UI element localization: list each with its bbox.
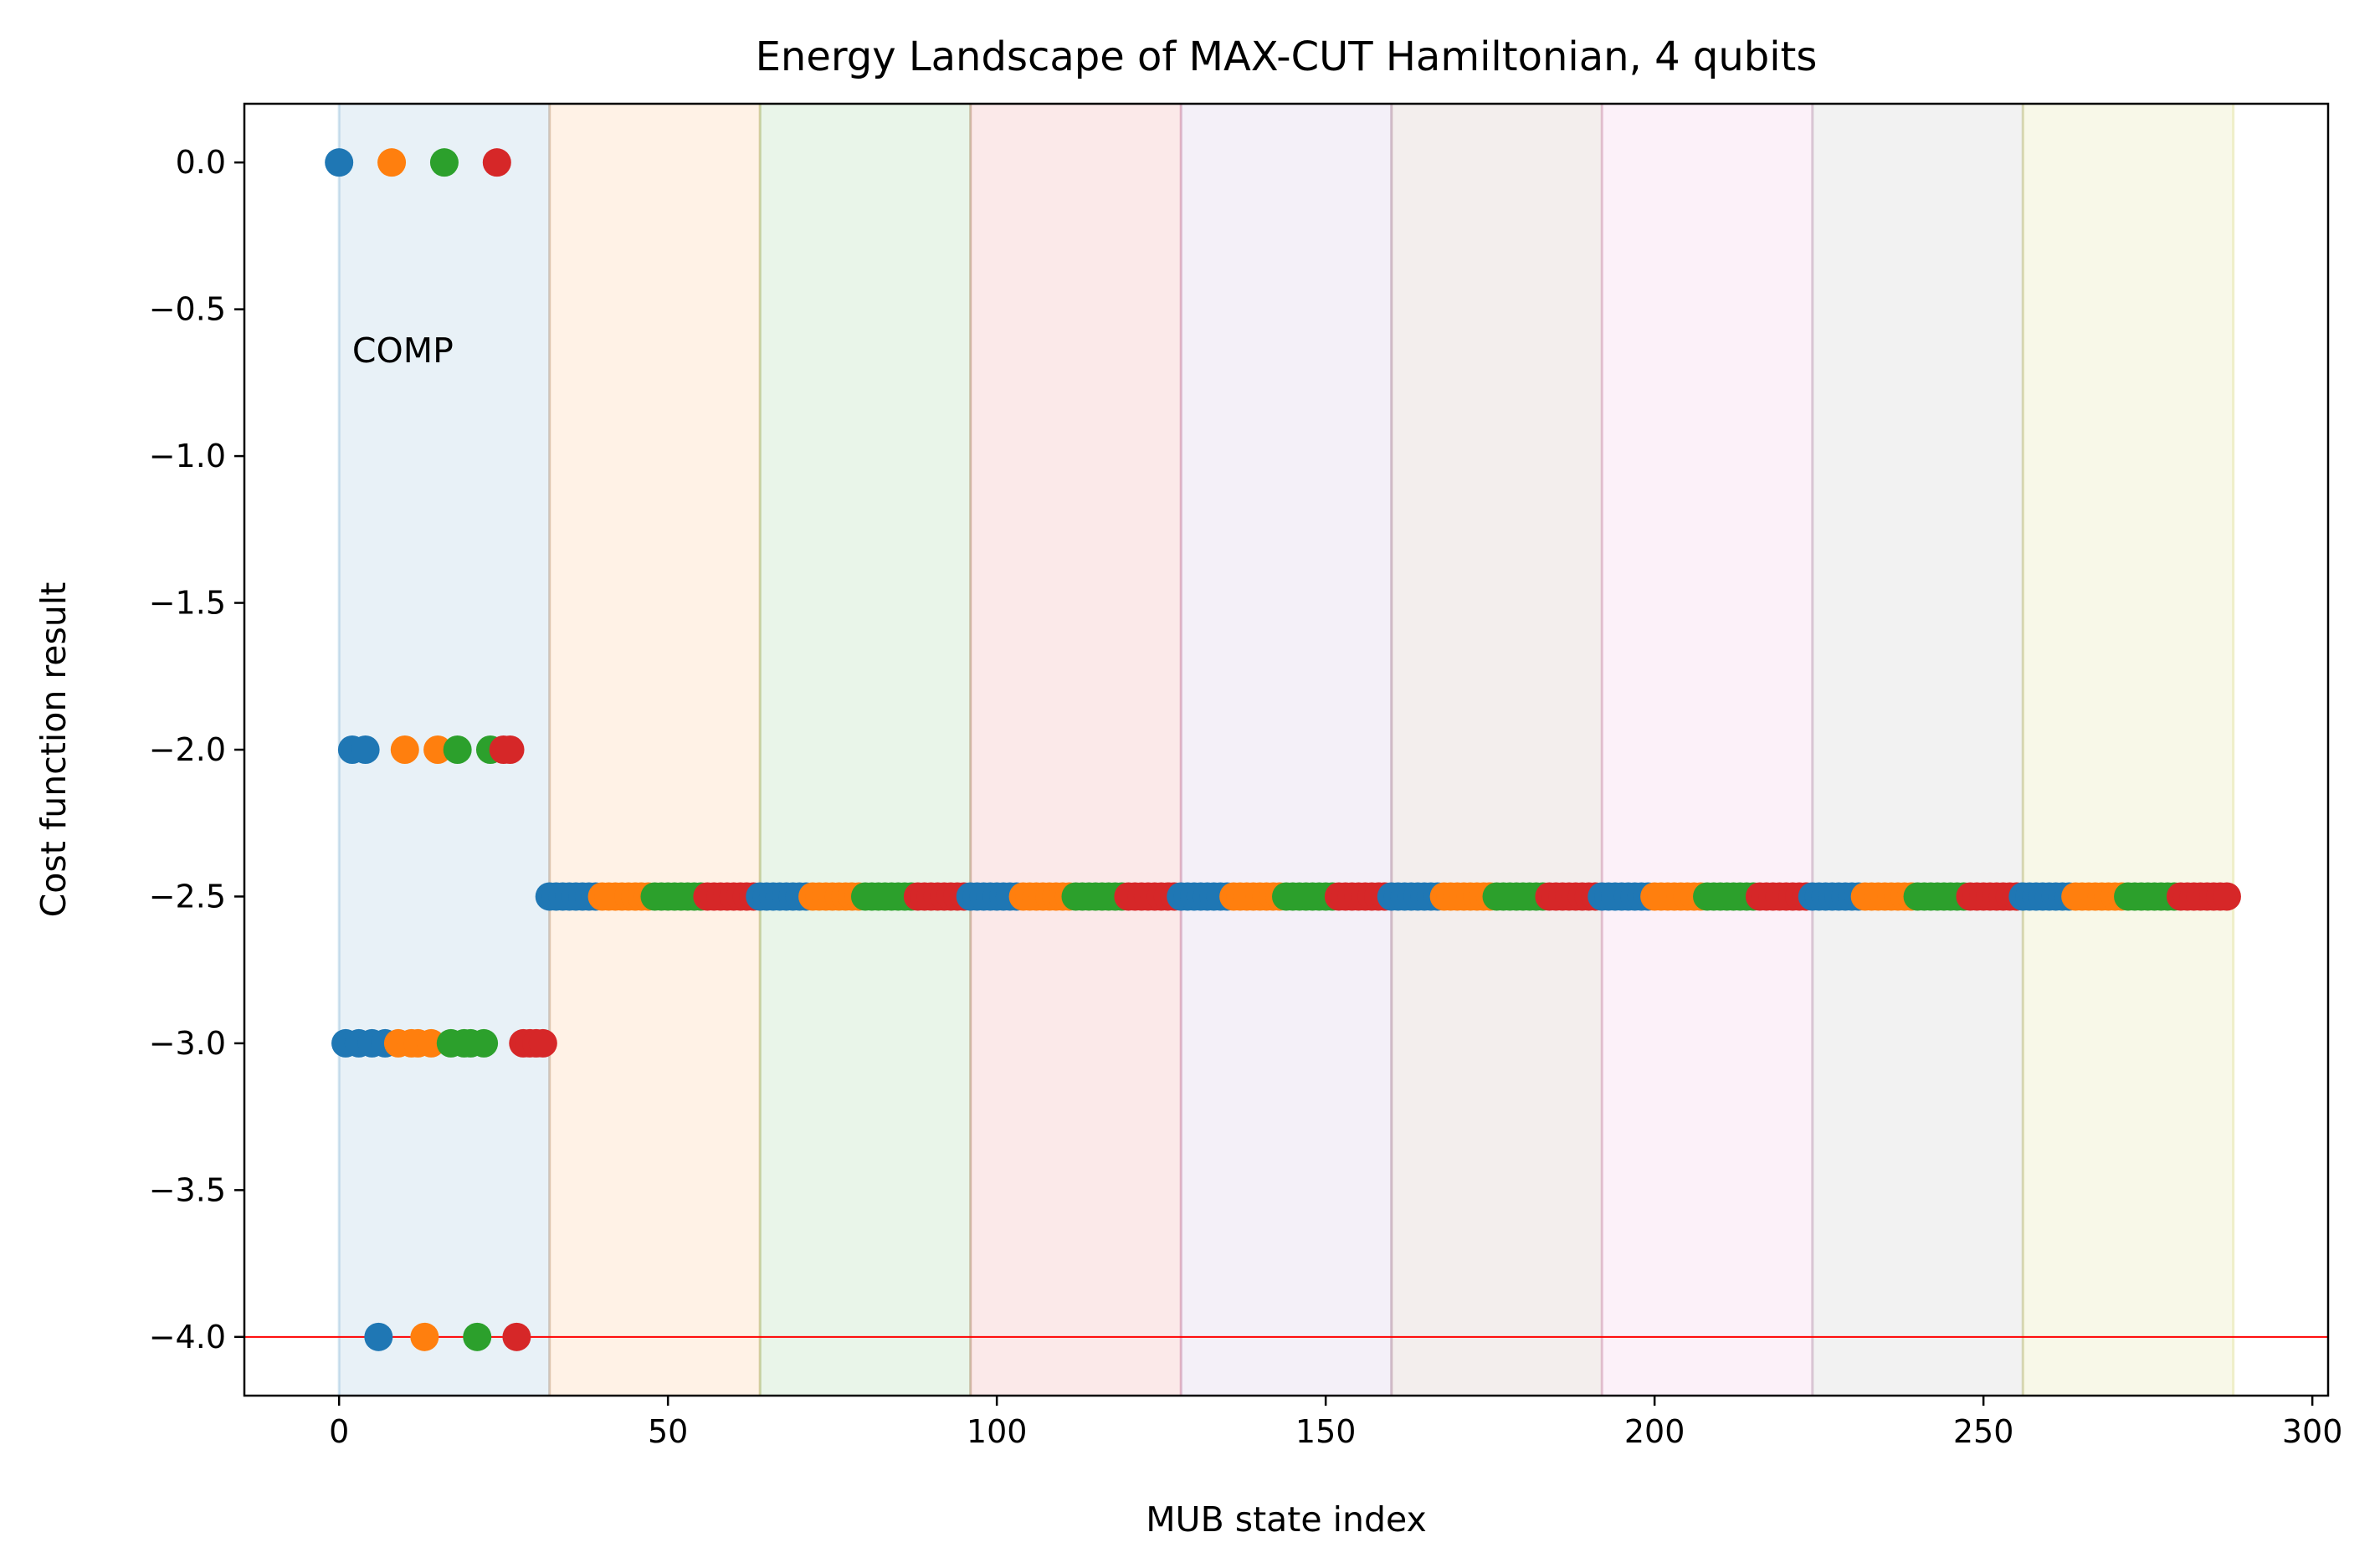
y-axis-label: Cost function result [33, 582, 74, 918]
y-axis-ticks: 0.0 −0.5 −1.0 −1.5 −2.0 −2.5 −3.0 −3.5 −4.0 [149, 144, 244, 1355]
mub-band-3 [760, 104, 971, 1396]
x-tick-label: 0 [329, 1413, 349, 1450]
data-point [443, 735, 472, 764]
x-tick-label: 200 [1624, 1413, 1685, 1450]
x-axis-label: MUB state index [1146, 1499, 1427, 1540]
y-tick-label: −4.0 [149, 1319, 226, 1355]
data-point [495, 735, 525, 764]
data-point [417, 1028, 446, 1058]
mub-band-2 [549, 104, 761, 1396]
y-tick-label: −0.5 [149, 291, 226, 328]
data-point [528, 1028, 557, 1058]
x-tick-label: 150 [1295, 1413, 1357, 1450]
x-axis-ticks: 0 50 100 150 200 250 300 [329, 1396, 2342, 1450]
mub-band-7 [1602, 104, 1813, 1396]
y-tick-label: 0.0 [176, 144, 226, 181]
data-point [429, 148, 459, 177]
x-tick-label: 250 [1953, 1413, 2014, 1450]
chart-title: Energy Landscape of MAX-CUT Hamiltonian,… [756, 33, 1818, 80]
y-tick-label: −2.5 [149, 878, 226, 915]
mub-band-5 [1181, 104, 1392, 1396]
data-point [364, 1322, 393, 1351]
data-point [423, 735, 453, 764]
comp-annotation: COMP [352, 331, 454, 371]
data-point [469, 1028, 499, 1058]
data-point [502, 1322, 531, 1351]
mub-band-8 [1812, 104, 2024, 1396]
data-point [410, 1322, 439, 1351]
y-tick-label: −3.5 [149, 1171, 226, 1208]
data-point [463, 1322, 492, 1351]
x-tick-label: 300 [2282, 1413, 2343, 1450]
mub-bands [337, 104, 2235, 1396]
data-point [377, 148, 407, 177]
y-tick-label: −1.0 [149, 438, 226, 474]
data-point [351, 735, 380, 764]
data-point [390, 735, 419, 764]
data-point [2212, 882, 2241, 911]
mub-band-4 [970, 104, 1182, 1396]
mub-band-9 [2023, 104, 2234, 1396]
data-point [482, 148, 511, 177]
data-points [325, 148, 2241, 1351]
x-tick-label: 50 [648, 1413, 688, 1450]
x-tick-label: 100 [967, 1413, 1028, 1450]
y-tick-label: −2.0 [149, 731, 226, 768]
y-tick-label: −3.0 [149, 1025, 226, 1062]
mub-band-6 [1391, 104, 1603, 1396]
y-tick-label: −1.5 [149, 585, 226, 622]
data-point [325, 148, 354, 177]
